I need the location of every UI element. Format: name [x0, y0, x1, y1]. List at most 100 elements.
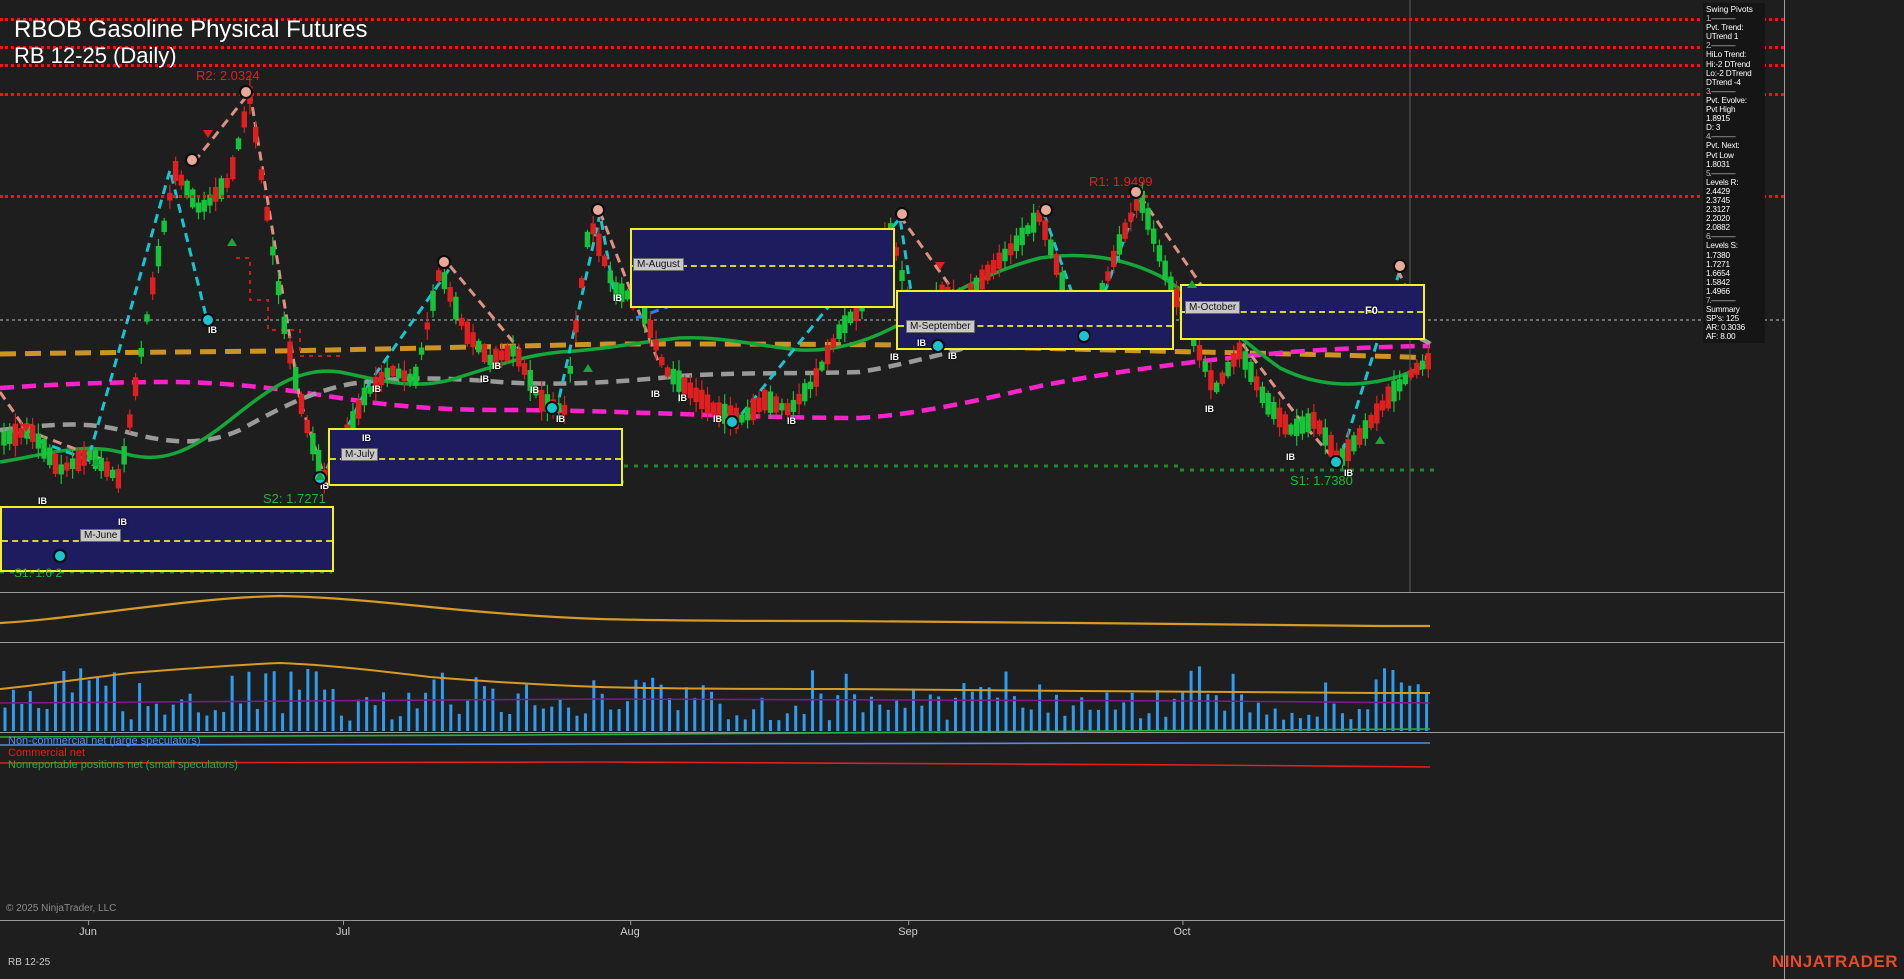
- month-zone-july-label[interactable]: M-July: [341, 448, 379, 461]
- swing-pivot-dot: [1393, 259, 1407, 273]
- resistance-line: [0, 46, 1784, 49]
- month-zone-august-mid: [632, 265, 893, 267]
- info-row-12: D: 3: [1706, 123, 1721, 133]
- info-row-35: AF: 8.00: [1706, 332, 1736, 342]
- info-row-32: Summary: [1706, 305, 1740, 315]
- month-zone-september-mid: [898, 325, 1172, 327]
- swing-pivot-dot: [931, 339, 945, 353]
- pivot-label-s1-low: S1: 1.6 2: [14, 566, 63, 580]
- info-row-14: Pvt. Next:: [1706, 141, 1740, 151]
- ib-marker: IB: [613, 293, 622, 303]
- time-tick-oct: Oct: [1173, 920, 1191, 938]
- swing-pivot-dot: [437, 255, 451, 269]
- ib-marker: IB: [948, 351, 957, 361]
- signal-triangle-down: [935, 262, 945, 270]
- signal-triangle-up: [1187, 280, 1197, 288]
- volume-pane[interactable]: [0, 642, 1784, 732]
- resistance-line: [0, 195, 1784, 198]
- swing-pivots-rows: 1.-------------- Pvt. Trend: UTrend 1 2.---…: [1706, 14, 1763, 341]
- info-row-6: Lo:-2 DTrend: [1706, 68, 1752, 78]
- month-zone-october-mid: [1182, 311, 1423, 313]
- info-row-0: 1.--------------: [1706, 14, 1736, 24]
- info-row-16: 1.8031: [1706, 159, 1730, 169]
- cot-series-label-noncommercial: Non-commercial net (large speculators): [8, 735, 201, 747]
- ib-marker: IB: [118, 517, 127, 527]
- ib-marker: IB: [480, 374, 489, 384]
- swing-pivot-dot: [1077, 329, 1091, 343]
- ib-marker: IB: [208, 325, 217, 335]
- month-zone-september-label[interactable]: M-September: [906, 320, 975, 333]
- swing-pivot-dot: [201, 313, 215, 327]
- ib-marker: IB: [38, 496, 47, 506]
- time-tick-aug: Aug: [620, 920, 640, 938]
- info-row-24: 6.--------------: [1706, 232, 1736, 242]
- info-row-33: SP's: 125: [1706, 314, 1739, 324]
- info-row-19: 2.4429: [1706, 186, 1730, 196]
- signal-triangle-up: [91, 458, 101, 466]
- info-row-13: 4.--------------: [1706, 132, 1736, 142]
- time-tick-jul: Jul: [335, 920, 351, 938]
- swing-pivots-info-panel[interactable]: Swing Pivots 1.-------------- Pvt. Trend:…: [1703, 3, 1765, 344]
- ib-marker: IB: [890, 352, 899, 362]
- time-tick-jun: Jun: [79, 920, 97, 938]
- ib-marker: IB: [320, 481, 329, 491]
- signal-triangle-up: [583, 364, 593, 372]
- signal-triangle-down: [21, 424, 31, 432]
- swing-pivot-dot: [53, 549, 67, 563]
- ib-marker: IB: [556, 414, 565, 424]
- info-row-3: 2.--------------: [1706, 41, 1736, 51]
- info-row-8: 3.--------------: [1706, 86, 1736, 96]
- info-row-25: Levels S:: [1706, 241, 1738, 251]
- ib-marker: IB: [1344, 468, 1353, 478]
- resistance-line: [0, 64, 1784, 67]
- volume-canvas: [0, 661, 1431, 731]
- pivot-label-s1: S1: 1.7380: [1290, 473, 1353, 488]
- pivot-label-r1: R1: 1.9499: [1089, 174, 1153, 189]
- month-zone-june-mid: [2, 540, 332, 542]
- info-row-18: Levels R:: [1706, 177, 1739, 187]
- cot-series-label-nonreportable: Nonreportable positions net (small specu…: [8, 759, 238, 771]
- swing-pivot-dot: [1039, 203, 1053, 217]
- pivot-label-s2: S2: 1.7271: [263, 491, 326, 506]
- month-zone-october-label[interactable]: M-October: [1185, 301, 1241, 314]
- info-row-23: 2.0882: [1706, 223, 1730, 233]
- oscillator-canvas: [0, 594, 1430, 628]
- ib-marker: IB: [1286, 452, 1295, 462]
- time-tick-sep: Sep: [898, 920, 918, 938]
- ninjatrader-logo: NINJATRADER: [1771, 952, 1898, 971]
- price-axis-column[interactable]: 2.08002.06002.04002.02002.00001.98001.96…: [1784, 0, 1904, 979]
- swing-pivot-dot: [545, 401, 559, 415]
- info-row-17: 5.--------------: [1706, 168, 1736, 178]
- swing-pivot-dot: [1129, 185, 1143, 199]
- price-pane[interactable]: M-June M-July M-August M-September M-Oct…: [0, 0, 1784, 592]
- info-row-11: 1.8915: [1706, 114, 1730, 124]
- copyright-label: © 2025 NinjaTrader, LLC: [6, 903, 117, 914]
- ib-marker: IB: [372, 384, 381, 394]
- signal-triangle-up: [315, 472, 325, 480]
- info-row-34: AR: 0.3036: [1706, 323, 1745, 333]
- cot-canvas: [0, 728, 1431, 768]
- info-row-22: 2.2020: [1706, 214, 1730, 224]
- info-row-10: Pvt High: [1706, 105, 1736, 115]
- month-zone-july-mid: [330, 458, 621, 460]
- swing-pivot-dot: [185, 153, 199, 167]
- info-row-26: 1.7380: [1706, 250, 1730, 260]
- time-axis-line: [0, 920, 1784, 921]
- signal-triangle-up: [1375, 436, 1385, 444]
- info-row-4: HiLo Trend:: [1706, 50, 1747, 60]
- swing-pivot-dot: [239, 85, 253, 99]
- swing-pivot-dot: [725, 415, 739, 429]
- resistance-line: [0, 18, 1784, 21]
- oscillator-pane[interactable]: [0, 592, 1784, 642]
- page-title: RBOB Gasoline Physical Futures: [14, 16, 368, 43]
- month-zone-june-label[interactable]: M-June: [80, 529, 122, 542]
- info-row-27: 1.7271: [1706, 259, 1730, 269]
- info-row-1: Pvt. Trend:: [1706, 23, 1744, 33]
- info-row-30: 1.4966: [1706, 286, 1730, 296]
- month-zone-june[interactable]: [0, 506, 334, 572]
- cot-pane[interactable]: Non-commercial net (large speculators) C…: [0, 728, 1784, 771]
- info-row-7: DTrend -4: [1706, 77, 1741, 87]
- instrument-tag: RB 12-25: [8, 957, 51, 968]
- month-zone-august-label[interactable]: M-August: [633, 258, 684, 271]
